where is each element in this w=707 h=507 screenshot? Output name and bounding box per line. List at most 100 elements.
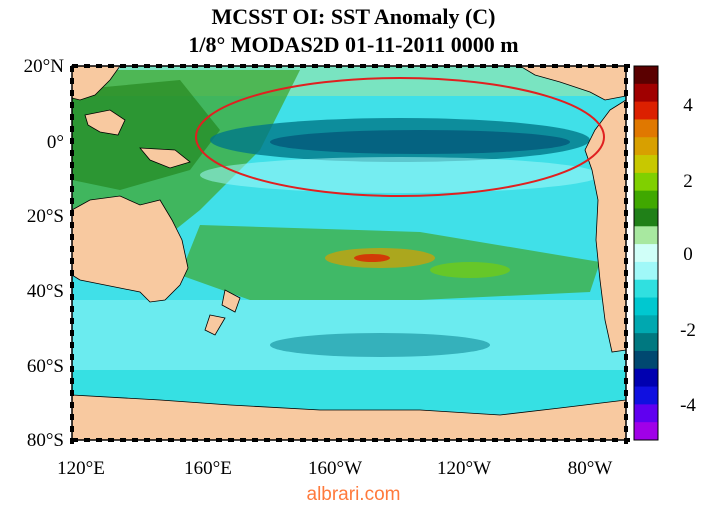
lon-label-120w: 120°W xyxy=(437,458,491,479)
frame-tick xyxy=(72,438,78,442)
frame-tick xyxy=(408,64,414,68)
frame-tick xyxy=(624,378,628,384)
colorbar-swatch xyxy=(634,119,658,138)
frame-tick xyxy=(360,64,366,68)
frame-tick xyxy=(456,64,462,68)
colorbar-swatch xyxy=(634,137,658,156)
frame-tick xyxy=(624,150,628,156)
frame-tick xyxy=(70,438,74,444)
frame-tick xyxy=(624,222,628,228)
frame-tick xyxy=(360,438,366,442)
colorbar-swatch xyxy=(634,315,658,334)
frame-tick xyxy=(492,64,498,68)
frame-tick xyxy=(70,102,74,108)
frame-tick xyxy=(70,90,74,96)
frame-tick xyxy=(336,438,342,442)
frame-tick xyxy=(624,402,628,408)
neutral-anomaly-band xyxy=(200,157,600,193)
frame-tick xyxy=(588,64,594,68)
frame-tick xyxy=(432,64,438,68)
frame-tick xyxy=(528,64,534,68)
frame-tick xyxy=(624,294,628,300)
warm-anomaly-east xyxy=(430,262,510,278)
colorbar-swatch xyxy=(634,244,658,263)
frame-tick xyxy=(468,64,474,68)
frame-tick xyxy=(600,64,606,68)
frame-tick xyxy=(216,438,222,442)
frame-tick xyxy=(552,64,558,68)
colorbar-swatch xyxy=(634,208,658,227)
frame-tick xyxy=(70,78,74,84)
lon-label-80w: 80°W xyxy=(568,458,613,479)
frame-tick xyxy=(70,330,74,336)
frame-tick xyxy=(396,64,402,68)
frame-tick xyxy=(70,390,74,396)
colorbar-swatch xyxy=(634,368,658,387)
frame-tick xyxy=(70,402,74,408)
colorbar-label-2: 2 xyxy=(683,171,693,192)
land-maritime-continent xyxy=(84,109,126,136)
frame-tick xyxy=(252,64,258,68)
colorbar-label-neg4: -4 xyxy=(680,395,696,416)
colorbar-swatch xyxy=(634,386,658,405)
colorbar-label-4: 4 xyxy=(683,95,693,116)
frame-tick xyxy=(264,64,270,68)
frame-tick xyxy=(564,64,570,68)
frame-tick xyxy=(492,438,498,442)
frame-tick xyxy=(216,64,222,68)
map-title-line2: 1/8° MODAS2D 01-11-2011 0000 m xyxy=(188,32,519,57)
frame-tick xyxy=(240,64,246,68)
frame-tick xyxy=(156,438,162,442)
frame-tick xyxy=(432,438,438,442)
frame-tick xyxy=(348,438,354,442)
frame-tick xyxy=(70,318,74,324)
frame-tick xyxy=(70,126,74,132)
frame-tick xyxy=(540,438,546,442)
frame-tick xyxy=(228,64,234,68)
frame-tick xyxy=(96,64,102,68)
colorbar-swatch xyxy=(634,172,658,192)
land-south-america xyxy=(584,99,626,353)
colorbar-label-neg2: -2 xyxy=(680,320,696,341)
frame-tick xyxy=(156,64,162,68)
frame-tick xyxy=(624,102,628,108)
frame-tick xyxy=(624,138,628,144)
frame-tick xyxy=(624,438,628,444)
watermark: albrari.com xyxy=(306,484,401,505)
frame-tick xyxy=(108,64,114,68)
land-australia xyxy=(72,195,189,303)
frame-tick xyxy=(624,66,628,72)
frame-tick xyxy=(96,438,102,442)
colorbar-swatch xyxy=(634,333,658,352)
frame-tick xyxy=(70,366,74,372)
frame-tick xyxy=(84,438,90,442)
frame-tick xyxy=(444,438,450,442)
frame-tick xyxy=(624,126,628,132)
latitude-axis: 20°N 0° 20°S 40°S 60°S 80°S xyxy=(24,56,65,451)
frame-tick xyxy=(192,438,198,442)
frame-tick xyxy=(252,438,258,442)
frame-tick xyxy=(624,114,628,120)
frame-tick xyxy=(70,162,74,168)
map-area xyxy=(72,66,626,440)
lat-label-40s: 40°S xyxy=(27,281,64,302)
frame-tick xyxy=(120,438,126,442)
frame-tick xyxy=(276,438,282,442)
frame-tick xyxy=(528,438,534,442)
frame-tick xyxy=(70,294,74,300)
cold-anomaly-core xyxy=(270,130,570,154)
frame-tick xyxy=(70,306,74,312)
frame-tick xyxy=(192,64,198,68)
frame-tick xyxy=(70,186,74,192)
frame-tick xyxy=(70,426,74,432)
frame-tick xyxy=(408,438,414,442)
frame-tick xyxy=(312,64,318,68)
frame-tick xyxy=(70,258,74,264)
land-asia xyxy=(72,66,121,101)
frame-tick xyxy=(324,64,330,68)
frame-tick xyxy=(420,438,426,442)
frame-tick xyxy=(70,138,74,144)
colorbar-swatch xyxy=(634,83,658,103)
highlight-ellipse xyxy=(195,77,605,197)
frame-tick xyxy=(288,438,294,442)
